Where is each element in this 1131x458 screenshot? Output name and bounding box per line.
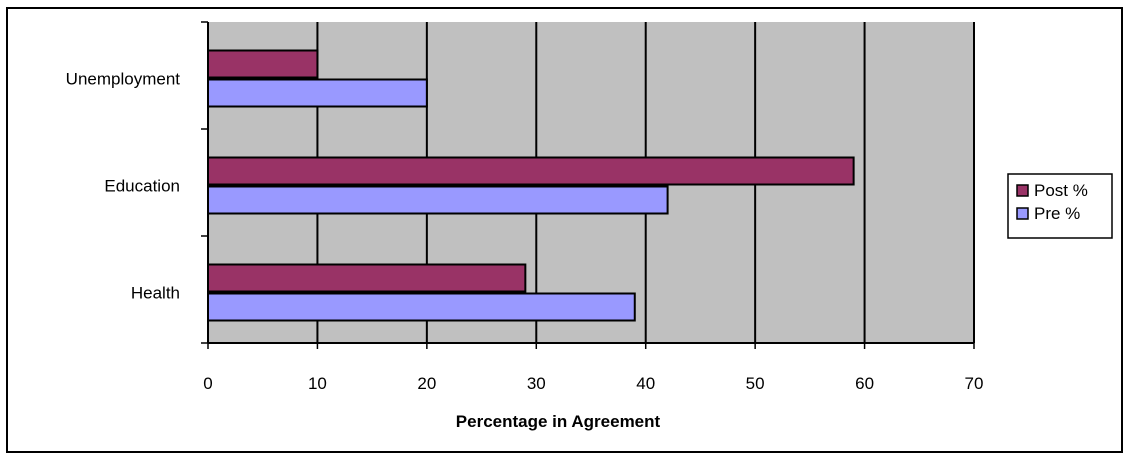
bar-pre-education	[207, 185, 669, 215]
bar-post-unemployment	[207, 49, 319, 79]
legend: Post % Pre %	[1007, 173, 1113, 239]
x-tick-label: 70	[965, 374, 984, 393]
x-tick-label: 10	[308, 374, 327, 393]
y-category-label: Health	[131, 284, 180, 303]
legend-label: Pre %	[1034, 204, 1080, 223]
y-category-label: Unemployment	[66, 70, 181, 89]
x-tick-label: 30	[527, 374, 546, 393]
legend-swatch	[1016, 207, 1029, 220]
bars	[207, 49, 855, 322]
bar-post-health	[207, 263, 527, 293]
x-tick-label: 50	[746, 374, 765, 393]
bar-pre-health	[207, 292, 636, 322]
bar-post-education	[207, 156, 855, 186]
x-axis-ticks: 0 10 20 30 40 50 60 70	[203, 343, 983, 393]
x-tick-label: 60	[855, 374, 874, 393]
legend-label: Post %	[1034, 181, 1088, 200]
legend-swatch	[1016, 184, 1029, 197]
x-tick-label: 20	[417, 374, 436, 393]
x-tick-label: 40	[636, 374, 655, 393]
x-tick-label: 0	[203, 374, 212, 393]
axes	[201, 21, 974, 344]
x-axis-title: Percentage in Agreement	[456, 412, 661, 431]
bar-pre-unemployment	[207, 78, 428, 108]
y-category-label: Education	[104, 177, 180, 196]
y-axis-labels: Unemployment Education Health	[66, 70, 181, 303]
